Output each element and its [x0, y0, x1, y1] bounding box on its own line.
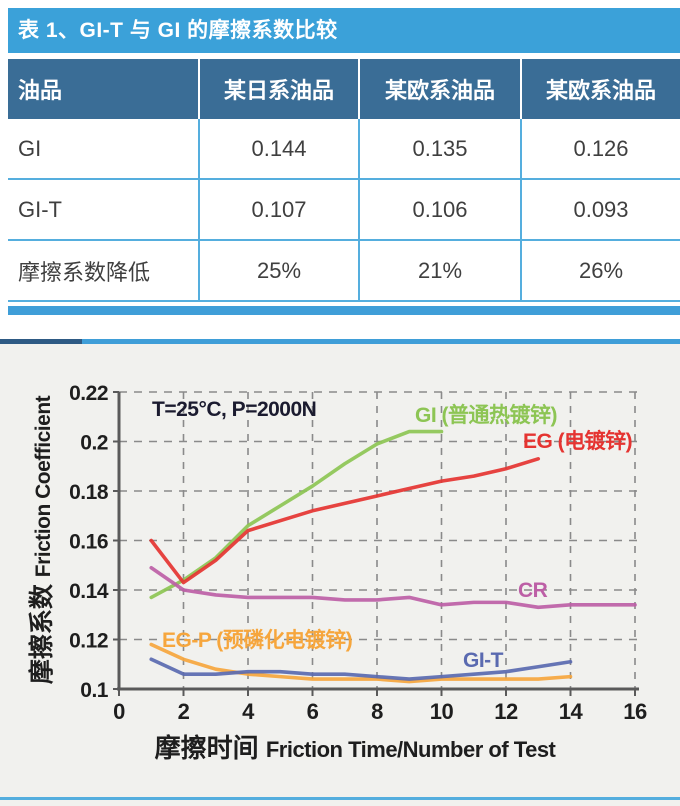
table-body: GI 0.144 0.135 0.126 GI-T 0.107 0.106 0.093 摩擦系数… [8, 119, 680, 302]
table-row: GI-T 0.107 0.106 0.093 [8, 180, 680, 241]
x-axis-title: 摩擦时间 Friction Time/Number of Test [155, 733, 557, 763]
series-line-GI-T [149, 657, 573, 681]
x-tick-label: 14 [559, 699, 584, 724]
x-tick-label: 6 [307, 699, 319, 724]
panel-accent-line [0, 339, 680, 344]
y-tick-label: 0.14 [69, 580, 109, 603]
series-line-EG [149, 457, 541, 585]
series-label-GI: GI (普通热镀锌) [415, 403, 557, 427]
series-label-CR: CR [518, 579, 548, 602]
friction-chart-panel: 0 2 4 6 8 10 12 14 16 0.1 0.12 0.14 0.16 0.18 0.2 0.22 G… [0, 339, 680, 806]
x-tick-label: 16 [623, 699, 647, 724]
value-cell: 26% [522, 241, 680, 300]
y-tick-label: 0.16 [69, 531, 108, 554]
friction-line-chart: 0 2 4 6 8 10 12 14 16 0.1 0.12 0.14 0.16 0.18 0.2 0.22 G… [27, 382, 647, 763]
header-cell: 油品 [8, 59, 200, 119]
table-row: GI 0.144 0.135 0.126 [8, 119, 680, 180]
value-cell: 0.107 [200, 180, 360, 239]
table-title: 表 1、GI-T 与 GI 的摩擦系数比较 [8, 8, 680, 53]
x-tick-label: 0 [113, 699, 125, 724]
panel-bottom-line [0, 797, 680, 800]
header-cell: 某欧系油品 [522, 59, 680, 119]
value-cell: 0.106 [360, 180, 522, 239]
panel-accent-dark-segment [0, 339, 82, 344]
y-tick-label: 0.22 [69, 382, 108, 405]
x-tick-label: 12 [494, 699, 518, 724]
value-cell: 0.093 [522, 180, 680, 239]
chart-annotation: T=25°C, P=2000N [152, 398, 316, 421]
value-cell: 21% [360, 241, 522, 300]
x-tick-label: 4 [242, 699, 255, 724]
y-tick-label: 0.18 [69, 481, 109, 504]
series-label-EG-P: EG-P (预磷化电镀锌) [162, 628, 352, 652]
y-axis-title: 摩擦系数 Friction Coefficient [27, 395, 56, 684]
y-tick-label: 0.2 [80, 432, 108, 455]
value-cell: 0.144 [200, 119, 360, 178]
y-tick-label: 0.12 [69, 630, 108, 653]
friction-table: 表 1、GI-T 与 GI 的摩擦系数比较 油品 某日系油品 某欧系油品 某欧系油品 … [8, 8, 680, 315]
value-cell: 0.135 [360, 119, 522, 178]
series-line-EG-P [149, 642, 573, 684]
table-row: 摩擦系数降低 25% 21% 26% [8, 241, 680, 302]
value-cell: 25% [200, 241, 360, 300]
row-label: 摩擦系数降低 [8, 241, 200, 300]
series-label-GI-T: GI-T [463, 649, 504, 672]
x-tick-label: 10 [430, 699, 454, 724]
x-tick-label: 2 [178, 699, 190, 724]
series-line-CR [149, 565, 637, 610]
header-cell: 某日系油品 [200, 59, 360, 119]
row-label: GI-T [8, 180, 200, 239]
y-tick-label: 0.1 [80, 679, 109, 702]
value-cell: 0.126 [522, 119, 680, 178]
row-label: GI [8, 119, 200, 178]
series-line-GI [149, 429, 444, 600]
series-label-EG: EG (电镀锌) [523, 429, 632, 453]
header-cell: 某欧系油品 [360, 59, 522, 119]
table-header-row: 油品 某日系油品 某欧系油品 某欧系油品 [8, 59, 680, 119]
table-bottom-strip [8, 306, 680, 315]
x-tick-label: 8 [371, 699, 383, 724]
